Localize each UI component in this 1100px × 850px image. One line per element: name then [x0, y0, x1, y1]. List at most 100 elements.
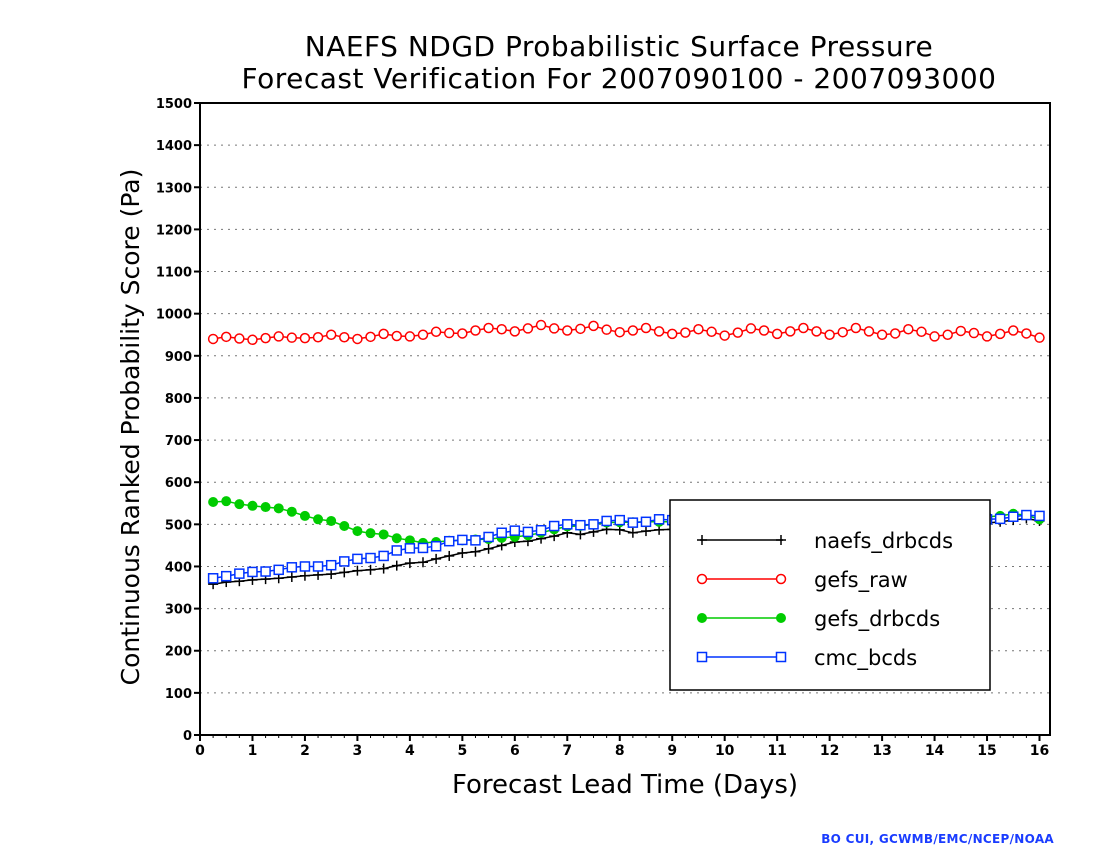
point-gefs_drbcds-7	[299, 510, 310, 521]
point-gefs_raw-21	[483, 322, 494, 334]
point-cmc_bcds-63	[1034, 510, 1045, 522]
point-cmc_bcds-14	[391, 545, 403, 556]
legend-label-gefs_drbcds: gefs_drbcds	[814, 607, 940, 632]
point-gefs_raw-43	[771, 328, 783, 340]
legend-marker-end-gefs_drbcds	[776, 613, 786, 623]
point-naefs_drbcds-19	[457, 547, 468, 558]
point-cmc_bcds-7	[299, 561, 311, 572]
x-tick-label-4: 4	[405, 743, 415, 759]
y-tick-label-1500: 1500	[156, 97, 192, 112]
point-naefs_drbcds-11	[352, 565, 363, 576]
point-gefs_raw-28	[575, 323, 586, 335]
point-gefs_raw-14	[391, 330, 403, 342]
x-axis-label: Forecast Lead Time (Days)	[452, 770, 798, 800]
point-gefs_drbcds-3	[247, 500, 258, 511]
point-gefs_raw-24	[522, 323, 534, 334]
point-gefs_raw-33	[640, 322, 652, 334]
y-tick-label-0: 0	[183, 729, 192, 744]
plot-frame	[199, 102, 1051, 736]
point-gefs_raw-8	[312, 332, 324, 343]
point-gefs_raw-35	[666, 328, 678, 340]
point-cmc_bcds-33	[640, 516, 652, 528]
point-gefs_raw-1	[220, 331, 232, 343]
point-cmc_bcds-8	[312, 561, 324, 572]
point-cmc_bcds-61	[1008, 511, 1019, 522]
point-cmc_bcds-0	[207, 573, 219, 584]
y-axis-label: Continuous Ranked Probability Score (Pa)	[116, 169, 145, 686]
x-tick-label-2: 2	[300, 743, 310, 759]
point-gefs_raw-57	[955, 325, 967, 337]
point-cmc_bcds-16	[417, 542, 429, 554]
point-gefs_raw-46	[811, 326, 822, 337]
point-naefs_drbcds-14	[391, 560, 402, 571]
legend-entry-naefs_drbcds: naefs_drbcds	[697, 529, 953, 554]
point-gefs_raw-12	[365, 331, 376, 343]
point-gefs_drbcds-0	[208, 497, 219, 508]
point-cmc_bcds-60	[994, 513, 1006, 525]
x-tick-label-5: 5	[457, 743, 467, 759]
point-cmc_bcds-9	[325, 559, 337, 571]
point-gefs_raw-61	[1008, 325, 1019, 336]
x-tick-label-7: 7	[562, 743, 572, 759]
legend-marker-start-naefs_drbcds	[697, 535, 707, 545]
point-gefs_raw-62	[1021, 328, 1032, 339]
point-gefs_drbcds-5	[273, 503, 284, 514]
point-gefs_raw-13	[378, 328, 389, 340]
y-tick-label-1100: 1100	[156, 266, 192, 281]
x-tick-label-8: 8	[615, 743, 625, 759]
point-gefs_raw-49	[850, 322, 862, 334]
legend-marker-start-gefs_drbcds	[697, 613, 707, 623]
point-naefs_drbcds-21	[483, 543, 494, 554]
point-naefs_drbcds-28	[575, 529, 586, 540]
y-tick-label-1400: 1400	[156, 139, 192, 154]
point-cmc_bcds-20	[470, 535, 481, 546]
point-gefs_drbcds-14	[391, 533, 402, 544]
point-gefs_raw-2	[234, 333, 245, 344]
point-cmc_bcds-30	[601, 515, 612, 527]
point-gefs_drbcds-8	[313, 514, 324, 525]
y-tick-label-1300: 1300	[156, 181, 192, 196]
y-tick-label-1000: 1000	[156, 308, 192, 323]
credit-text: BO CUI, GCWMB/EMC/NCEP/NOAA	[821, 832, 1054, 846]
point-gefs_raw-18	[443, 327, 455, 339]
point-cmc_bcds-13	[378, 550, 389, 562]
legend-marker-end-gefs_raw	[775, 573, 787, 585]
y-tick-label-200: 200	[165, 645, 192, 660]
point-gefs_raw-63	[1034, 332, 1045, 343]
point-gefs_drbcds-11	[352, 526, 363, 537]
point-gefs_raw-58	[968, 327, 980, 339]
point-cmc_bcds-12	[365, 552, 376, 564]
axes: 0100200300400500600700800900100011001200…	[156, 97, 1049, 759]
point-gefs_drbcds-6	[286, 506, 297, 517]
point-gefs_raw-15	[404, 331, 416, 342]
point-cmc_bcds-11	[352, 553, 363, 565]
y-tick-label-400: 400	[165, 560, 192, 575]
legend-marker-end-naefs_drbcds	[776, 535, 786, 545]
point-cmc_bcds-31	[614, 514, 626, 526]
point-gefs_drbcds-10	[339, 521, 350, 532]
x-tick-label-1: 1	[248, 743, 258, 759]
point-gefs_raw-9	[325, 329, 337, 340]
x-tick-label-6: 6	[510, 743, 520, 759]
point-gefs_raw-11	[352, 333, 363, 345]
point-naefs_drbcds-33	[640, 526, 651, 537]
x-tick-label-12: 12	[820, 743, 839, 759]
point-gefs_raw-25	[535, 319, 547, 331]
y-tick-label-700: 700	[165, 434, 192, 449]
legend-entry-gefs_raw: gefs_raw	[696, 568, 908, 593]
series-gefs_raw	[207, 319, 1045, 346]
legend: naefs_drbcds gefs_raw gefs_drbcds cmc_bcds	[669, 499, 991, 691]
point-gefs_raw-38	[706, 326, 717, 338]
point-cmc_bcds-29	[588, 519, 599, 530]
point-gefs_raw-52	[889, 328, 901, 339]
chart-title-line-2: Forecast Verification For 2007090100 - 2…	[241, 62, 997, 95]
point-cmc_bcds-21	[483, 531, 494, 543]
point-gefs_raw-53	[903, 324, 914, 335]
point-naefs_drbcds-13	[378, 563, 389, 574]
point-gefs_raw-26	[548, 323, 560, 334]
point-cmc_bcds-15	[404, 543, 416, 554]
point-cmc_bcds-62	[1021, 509, 1032, 521]
point-gefs_raw-54	[916, 326, 927, 338]
point-gefs_raw-48	[837, 326, 848, 338]
x-tick-label-0: 0	[195, 743, 205, 759]
